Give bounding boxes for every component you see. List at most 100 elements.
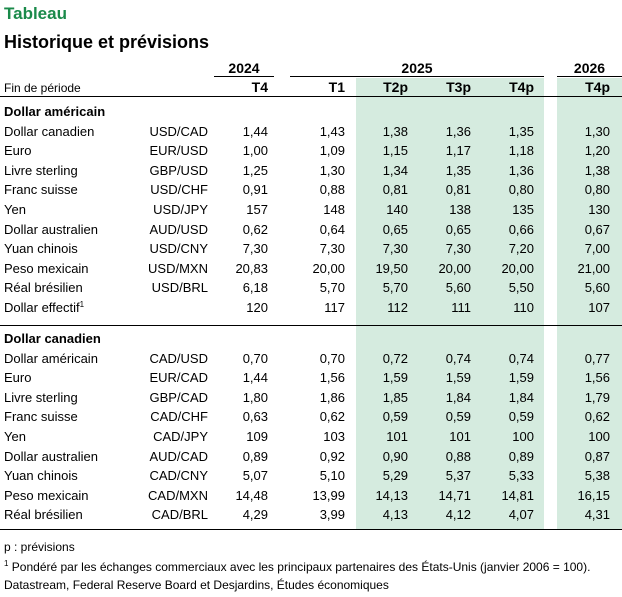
value-cell: 0,62 — [242, 221, 268, 237]
value-cell: 7,30 — [242, 241, 268, 257]
year-2024: 2024 — [228, 60, 260, 76]
row-label: Réal brésilien — [4, 280, 83, 296]
value-cell: 0,65 — [382, 221, 408, 237]
value-cell: 0,77 — [584, 350, 610, 366]
value-cell: 20,00 — [312, 260, 345, 276]
value-cell: 1,20 — [584, 143, 610, 159]
forecast-shade-2025 — [356, 78, 544, 529]
value-cell: 1,30 — [319, 162, 345, 178]
value-cell: 0,74 — [508, 350, 534, 366]
value-cell: 1,59 — [382, 370, 408, 386]
value-cell: 110 — [513, 300, 534, 315]
value-cell: 7,30 — [382, 241, 408, 257]
row-footnote-marker: 1 — [79, 300, 85, 309]
value-cell: 1,38 — [584, 162, 610, 178]
row-label-text: Dollar effectif — [4, 300, 80, 315]
value-cell: 1,79 — [584, 389, 610, 405]
value-cell: 7,30 — [445, 241, 471, 257]
currency-pair: CAD/JPY — [153, 429, 208, 444]
row-label-text: Yuan chinois — [4, 241, 78, 257]
row-label: Yen — [4, 429, 26, 445]
row-label: Dollar effectif1 — [4, 300, 84, 316]
value-cell: 5,10 — [319, 468, 345, 484]
currency-pair: EUR/CAD — [149, 370, 208, 386]
value-cell: 1,34 — [382, 162, 408, 178]
footnote-marker: 1 — [4, 559, 9, 568]
value-cell: 1,15 — [382, 143, 408, 159]
row-label-text: Euro — [4, 370, 32, 386]
value-cell: 0,80 — [584, 182, 610, 198]
source-note: Datastream, Federal Reserve Board et Des… — [4, 578, 389, 592]
value-cell: 16,15 — [577, 487, 610, 503]
currency-pair: USD/JPY — [153, 202, 208, 217]
value-cell: 0,91 — [242, 182, 268, 198]
value-cell: 1,18 — [508, 143, 534, 159]
row-label: Dollar australien — [4, 449, 98, 465]
value-cell: 1,25 — [242, 162, 268, 178]
value-cell: 13,99 — [312, 487, 345, 503]
value-cell: 0,89 — [508, 448, 534, 464]
value-cell: 0,62 — [319, 409, 345, 425]
value-cell: 0,72 — [382, 350, 408, 366]
value-cell: 14,81 — [501, 487, 534, 503]
value-cell: 3,99 — [319, 507, 345, 523]
value-cell: 1,80 — [242, 389, 268, 405]
row-label-text: Réal brésilien — [4, 280, 83, 296]
value-cell: 1,36 — [508, 162, 534, 178]
currency-pair: CAD/CHF — [150, 409, 208, 425]
value-cell: 130 — [588, 202, 610, 217]
value-cell: 100 — [588, 429, 610, 444]
currency-pair: CAD/USD — [149, 350, 208, 366]
currency-pair: AUD/CAD — [149, 448, 208, 464]
header-rule — [0, 96, 622, 97]
value-cell: 135 — [512, 202, 534, 217]
value-cell: 4,31 — [584, 507, 610, 523]
value-cell: 0,67 — [584, 221, 610, 237]
row-label: Dollar américain — [4, 351, 98, 367]
row-label-text: Dollar américain — [4, 350, 98, 366]
value-cell: 1,59 — [508, 370, 534, 386]
row-label: Yen — [4, 202, 26, 218]
currency-pair: USD/CHF — [150, 182, 208, 198]
value-cell: 21,00 — [577, 260, 610, 276]
row-label: Livre sterling — [4, 163, 78, 179]
row-label-text: Peso mexicain — [4, 260, 89, 276]
row-label: Franc suisse — [4, 182, 78, 198]
row-label: Euro — [4, 370, 31, 386]
value-cell: 157 — [246, 202, 268, 217]
value-cell: 20,00 — [501, 260, 534, 276]
row-label: Yuan chinois — [4, 241, 78, 257]
row-label-text: Livre sterling — [4, 162, 78, 178]
value-cell: 5,60 — [584, 280, 610, 296]
row-label-text: Franc suisse — [4, 182, 78, 198]
row-label: Livre sterling — [4, 390, 78, 406]
footnote: 1 Pondéré par les échanges commerciaux a… — [4, 560, 590, 575]
value-cell: 103 — [323, 429, 345, 444]
value-cell: 5,70 — [319, 280, 345, 296]
value-cell: 101 — [449, 429, 471, 444]
value-cell: 0,89 — [242, 448, 268, 464]
currency-pair: GBP/USD — [149, 162, 208, 178]
row-label: Dollar canadien — [4, 124, 94, 140]
value-cell: 1,56 — [584, 370, 610, 386]
value-cell: 112 — [387, 300, 408, 315]
value-cell: 140 — [386, 202, 408, 217]
row-label: Dollar australien — [4, 222, 98, 238]
currency-pair: USD/CAD — [149, 123, 208, 139]
currency-pair: AUD/USD — [149, 221, 208, 237]
value-cell: 0,87 — [584, 448, 610, 464]
currency-pair: USD/CNY — [149, 241, 208, 257]
year-2026: 2026 — [573, 60, 606, 76]
value-cell: 5,60 — [445, 280, 471, 296]
footnote-text: Pondéré par les échanges commerciaux ave… — [11, 560, 591, 574]
value-cell: 0,81 — [382, 182, 408, 198]
value-cell: 1,00 — [242, 143, 268, 159]
value-cell: 0,90 — [382, 448, 408, 464]
value-cell: 138 — [449, 202, 471, 217]
value-cell: 5,70 — [382, 280, 408, 296]
value-cell: 0,65 — [445, 221, 471, 237]
value-cell: 5,50 — [508, 280, 534, 296]
value-cell: 6,18 — [242, 280, 268, 296]
value-cell: 19,50 — [375, 260, 408, 276]
quarter-header-5: T4p — [585, 79, 610, 95]
